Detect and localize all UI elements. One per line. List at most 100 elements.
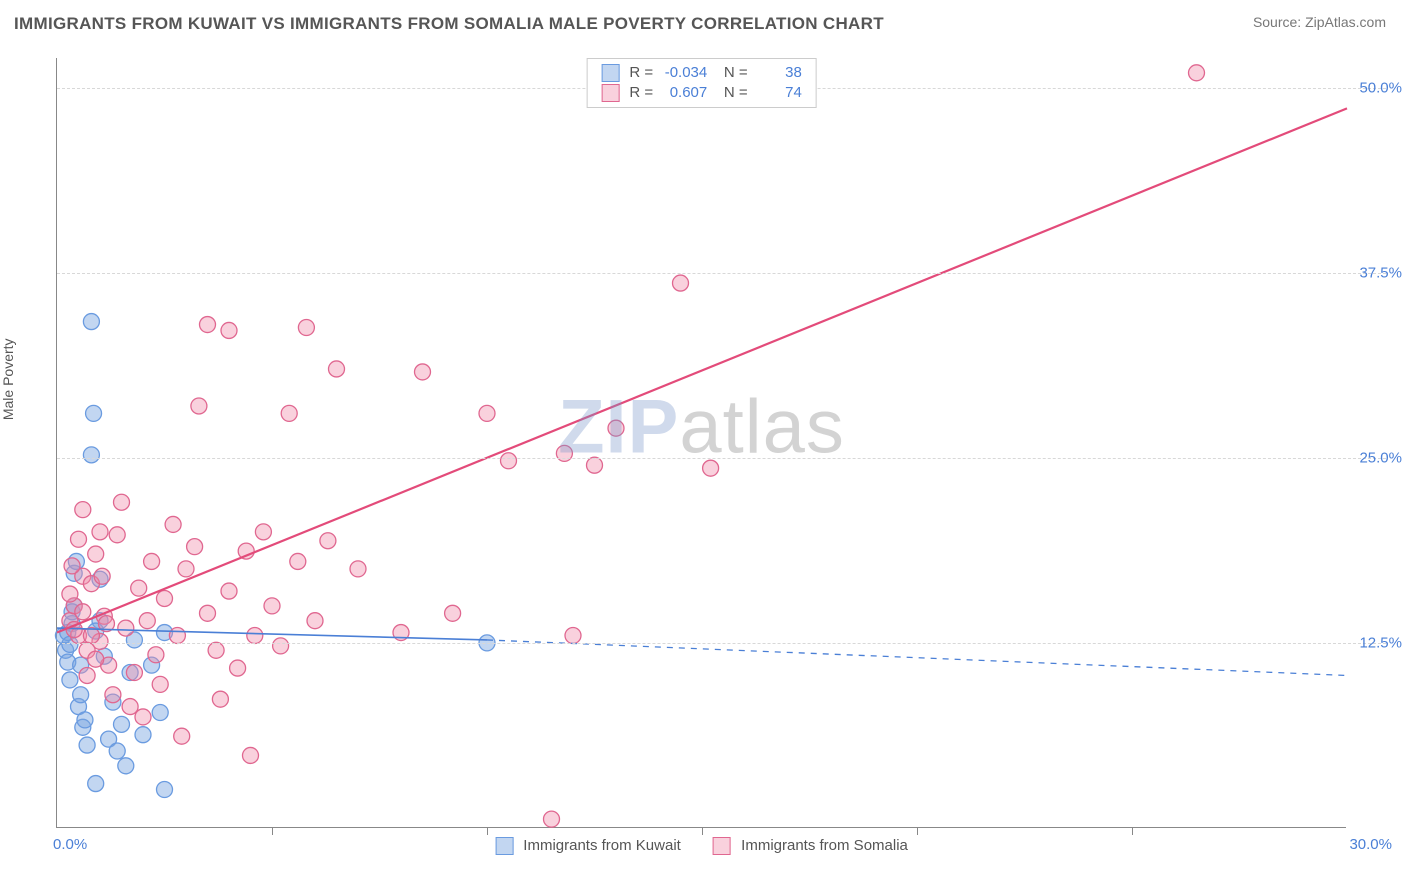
data-point <box>212 691 228 707</box>
data-point <box>565 628 581 644</box>
data-point <box>94 568 110 584</box>
header: IMMIGRANTS FROM KUWAIT VS IMMIGRANTS FRO… <box>0 0 1406 42</box>
data-point <box>118 758 134 774</box>
data-point <box>71 531 87 547</box>
data-point <box>230 660 246 676</box>
swatch-kuwait-icon <box>495 837 513 855</box>
data-point <box>445 605 461 621</box>
y-tick-label: 37.5% <box>1359 264 1402 281</box>
data-point <box>703 460 719 476</box>
data-point <box>501 453 517 469</box>
data-point <box>208 642 224 658</box>
data-point <box>479 405 495 421</box>
data-point <box>79 737 95 753</box>
data-point <box>329 361 345 377</box>
plot-area: R = -0.034 N = 38 R = 0.607 N = 74 ZIPat… <box>56 58 1346 828</box>
gridline <box>57 458 1386 459</box>
data-point <box>221 583 237 599</box>
bottom-legend: Immigrants from Kuwait Immigrants from S… <box>481 837 922 855</box>
gridline <box>57 643 1386 644</box>
data-point <box>126 665 142 681</box>
y-axis-label: Male Poverty <box>0 338 16 420</box>
data-point <box>83 447 99 463</box>
data-point <box>264 598 280 614</box>
data-point <box>247 628 263 644</box>
data-point <box>191 398 207 414</box>
data-point <box>83 314 99 330</box>
data-point <box>255 524 271 540</box>
x-tick <box>487 827 488 835</box>
data-point <box>62 672 78 688</box>
data-point <box>243 747 259 763</box>
data-point <box>79 667 95 683</box>
data-point <box>320 533 336 549</box>
data-point <box>135 727 151 743</box>
data-point <box>62 586 78 602</box>
trend-line <box>57 108 1347 632</box>
legend-item-kuwait: Immigrants from Kuwait <box>495 837 685 854</box>
data-point <box>174 728 190 744</box>
x-tick <box>1132 827 1133 835</box>
data-point <box>281 405 297 421</box>
data-point <box>77 712 93 728</box>
data-point <box>105 687 121 703</box>
swatch-kuwait-icon <box>601 64 619 82</box>
data-point <box>114 494 130 510</box>
data-point <box>118 620 134 636</box>
data-point <box>273 638 289 654</box>
data-point <box>75 604 91 620</box>
y-tick-label: 12.5% <box>1359 634 1402 651</box>
chart-container: Male Poverty R = -0.034 N = 38 R = 0.607… <box>14 48 1392 858</box>
stats-row-somalia: R = 0.607 N = 74 <box>601 83 802 103</box>
x-origin-label: 0.0% <box>53 836 87 853</box>
data-point <box>157 590 173 606</box>
data-point <box>144 553 160 569</box>
swatch-somalia-icon <box>713 837 731 855</box>
legend-item-somalia: Immigrants from Somalia <box>713 837 908 854</box>
data-point <box>73 687 89 703</box>
data-point <box>221 322 237 338</box>
data-point <box>290 553 306 569</box>
data-point <box>122 699 138 715</box>
data-point <box>92 524 108 540</box>
data-point <box>200 605 216 621</box>
data-point <box>178 561 194 577</box>
chart-title: IMMIGRANTS FROM KUWAIT VS IMMIGRANTS FRO… <box>14 14 884 34</box>
data-point <box>109 743 125 759</box>
data-point <box>169 628 185 644</box>
data-point <box>587 457 603 473</box>
data-point <box>148 647 164 663</box>
data-point <box>157 782 173 798</box>
data-point <box>139 613 155 629</box>
x-tick <box>272 827 273 835</box>
data-point <box>86 405 102 421</box>
data-point <box>165 516 181 532</box>
data-point <box>415 364 431 380</box>
stats-row-kuwait: R = -0.034 N = 38 <box>601 63 802 83</box>
data-point <box>114 716 130 732</box>
data-point <box>1189 65 1205 81</box>
data-point <box>298 320 314 336</box>
source-label: Source: ZipAtlas.com <box>1253 14 1386 30</box>
gridline <box>57 273 1386 274</box>
stats-legend: R = -0.034 N = 38 R = 0.607 N = 74 <box>586 58 817 108</box>
data-point <box>187 539 203 555</box>
data-point <box>131 580 147 596</box>
y-tick-label: 25.0% <box>1359 449 1402 466</box>
data-point <box>307 613 323 629</box>
data-point <box>109 527 125 543</box>
data-point <box>544 811 560 827</box>
data-point <box>88 651 104 667</box>
x-tick <box>917 827 918 835</box>
data-point <box>152 705 168 721</box>
data-point <box>673 275 689 291</box>
data-point <box>200 317 216 333</box>
y-tick-label: 50.0% <box>1359 79 1402 96</box>
x-tick <box>702 827 703 835</box>
data-point <box>75 502 91 518</box>
data-point <box>556 445 572 461</box>
data-point <box>64 558 80 574</box>
data-point <box>608 420 624 436</box>
trend-line-extrapolated <box>487 640 1347 676</box>
scatter-svg <box>57 58 1346 827</box>
